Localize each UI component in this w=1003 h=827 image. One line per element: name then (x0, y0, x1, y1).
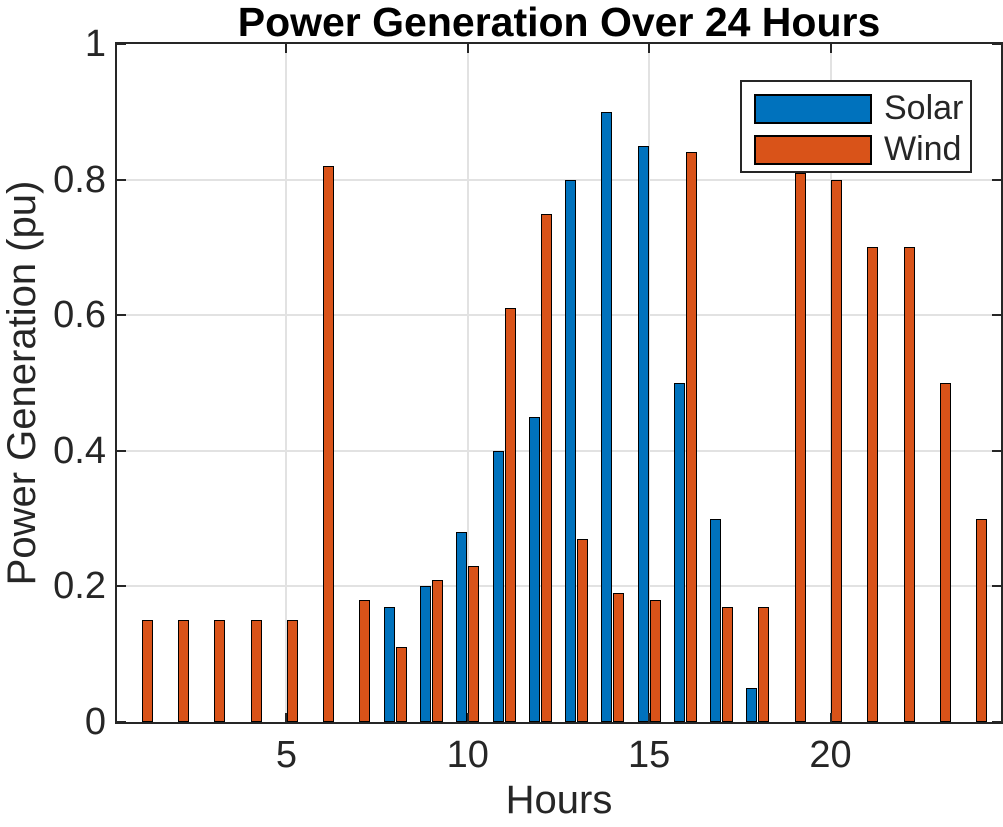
bar-wind-hour-20 (831, 179, 842, 722)
x-tick-mark (829, 713, 832, 722)
y-tick-mark (992, 314, 1001, 317)
y-tick-mark (117, 178, 126, 181)
x-tick-mark (466, 44, 469, 53)
x-tick-mark (648, 713, 651, 722)
x-tick-label: 5 (275, 734, 297, 776)
bar-wind-hour-24 (976, 518, 988, 722)
bar-wind-hour-19 (794, 172, 806, 722)
bar-solar-hour-10 (456, 532, 468, 722)
plot-layer (117, 43, 1001, 723)
bar-solar-hour-17 (710, 518, 722, 722)
y-tick-label: 0 (84, 701, 106, 743)
legend-label-solar: Solar (884, 89, 964, 127)
y-tick-mark (117, 585, 126, 588)
y-tick-mark (117, 721, 126, 723)
y-gridline (117, 178, 1001, 181)
bar-wind-hour-1 (141, 620, 153, 722)
bar-wind-hour-16 (685, 152, 697, 722)
bar-solar-hour-8 (383, 606, 395, 722)
bar-wind-hour-11 (504, 308, 516, 722)
legend: Solar Wind (740, 80, 972, 173)
y-tick-label: 1 (84, 23, 106, 65)
bar-wind-hour-18 (758, 606, 770, 722)
chart-title: Power Generation Over 24 Hours (237, 0, 881, 45)
bar-wind-hour-9 (431, 579, 443, 722)
y-tick-mark (117, 314, 126, 317)
x-tick-label: 15 (628, 734, 671, 776)
bar-solar-hour-11 (492, 450, 504, 722)
x-tick-mark (285, 44, 288, 53)
y-gridline (117, 449, 1001, 452)
y-tick-mark (117, 43, 126, 45)
bar-solar-hour-15 (637, 145, 649, 722)
y-tick-mark (992, 43, 1001, 45)
y-tick-mark (992, 585, 1001, 588)
y-tick-mark (992, 449, 1001, 452)
bar-wind-hour-3 (214, 620, 226, 722)
x-tick-mark (829, 44, 832, 53)
bar-wind-hour-15 (649, 599, 661, 722)
bar-wind-hour-23 (939, 383, 951, 722)
x-gridline (648, 44, 651, 722)
solar-swatch-icon (754, 94, 872, 124)
bar-wind-hour-14 (613, 593, 625, 722)
x-tick-mark (285, 713, 288, 722)
bar-wind-hour-5 (286, 620, 298, 722)
bar-solar-hour-18 (746, 688, 758, 722)
bar-solar-hour-9 (419, 586, 431, 722)
bar-wind-hour-8 (395, 647, 407, 722)
x-gridline (285, 44, 288, 722)
legend-label-wind: Wind (884, 130, 962, 168)
bar-wind-hour-12 (540, 213, 552, 722)
bar-solar-hour-13 (565, 179, 577, 722)
bar-wind-hour-21 (867, 247, 879, 722)
x-tick-label: 10 (446, 734, 489, 776)
bar-wind-hour-10 (468, 566, 480, 722)
bar-solar-hour-14 (601, 111, 613, 722)
y-tick-mark (992, 178, 1001, 181)
x-axis-label: Hours (505, 778, 613, 822)
y-tick-label: 0.6 (53, 294, 106, 337)
y-gridline (117, 585, 1001, 588)
x-gridline (466, 44, 469, 722)
y-tick-label: 0.2 (53, 565, 106, 608)
x-gridline (829, 44, 832, 722)
bar-solar-hour-16 (673, 383, 685, 722)
y-tick-label: 0.4 (53, 429, 106, 472)
bar-wind-hour-7 (359, 599, 371, 722)
x-tick-mark (466, 713, 469, 722)
bar-wind-hour-4 (250, 620, 262, 722)
bar-solar-hour-12 (528, 416, 540, 722)
y-gridline (117, 314, 1001, 317)
wind-swatch-icon (754, 135, 872, 165)
bar-wind-hour-2 (178, 620, 190, 722)
x-tick-mark (648, 44, 651, 53)
bar-wind-hour-13 (577, 538, 589, 722)
bar-wind-hour-22 (903, 247, 915, 722)
y-tick-mark (992, 721, 1001, 723)
y-tick-label: 0.8 (53, 158, 106, 201)
y-tick-mark (117, 449, 126, 452)
bar-wind-hour-6 (323, 166, 335, 722)
bar-wind-hour-17 (722, 606, 734, 722)
x-tick-label: 20 (809, 734, 852, 776)
